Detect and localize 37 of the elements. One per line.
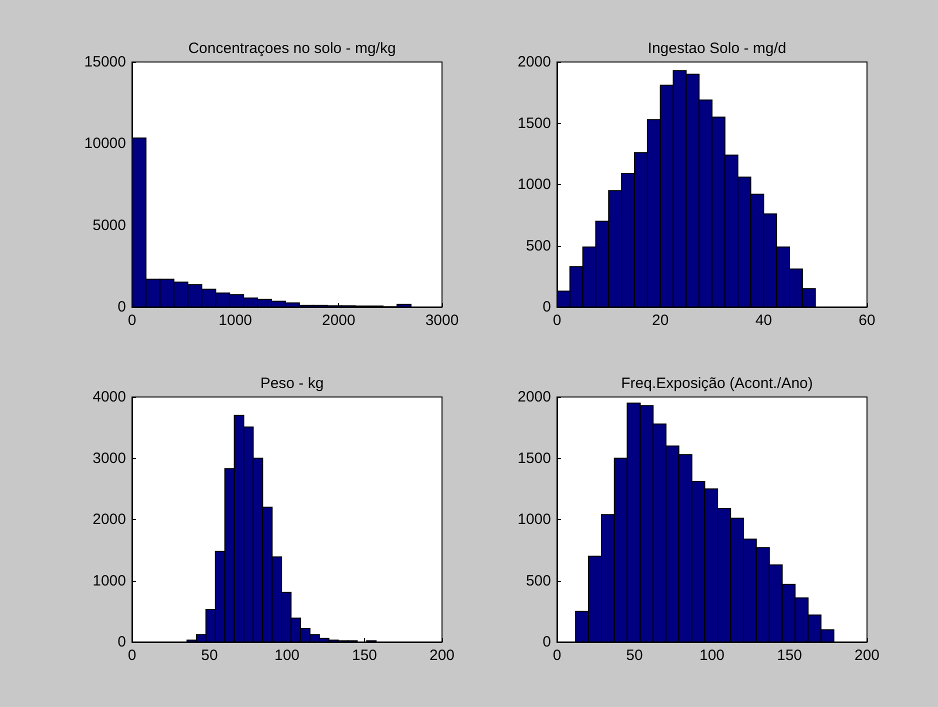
y-tick-label: 1000: [518, 176, 551, 193]
y-tick-label: 1500: [518, 114, 551, 132]
x-tick-label: 50: [201, 647, 218, 664]
y-tick-label: 2000: [92, 511, 126, 528]
x-tick-label: 150: [776, 647, 802, 664]
chart-title: Freq.Exposição (Acont./Ano): [621, 375, 813, 392]
y-tick-label: 1500: [518, 450, 551, 467]
x-tick-label: 200: [854, 647, 880, 664]
x-tick-label: 100: [274, 647, 300, 664]
y-tick-label: 10000: [84, 135, 126, 152]
x-tick-label: 1000: [218, 312, 252, 329]
x-tick-label: 50: [626, 647, 643, 664]
x-tick-label: 40: [755, 312, 772, 329]
y-tick-label: 500: [526, 237, 551, 254]
y-tick-label: 0: [542, 634, 551, 650]
y-tick-label: 0: [542, 298, 551, 316]
y-tick-label: 0: [118, 298, 126, 316]
chart-title: Concentraçoes no solo - mg/kg: [188, 40, 396, 57]
x-tick-label: 20: [652, 312, 669, 329]
y-tick-label: 1000: [518, 511, 551, 528]
y-tick-label: 15000: [84, 54, 126, 70]
chart-title: Peso - kg: [260, 375, 324, 392]
x-tick-label: 60: [858, 312, 876, 329]
y-tick-label: 2000: [518, 388, 551, 406]
x-tick-label: 200: [429, 647, 455, 664]
x-tick-label: 150: [352, 647, 378, 664]
y-tick-label: 2000: [518, 54, 551, 70]
y-tick-label: 500: [526, 572, 551, 590]
x-tick-label: 3000: [425, 312, 459, 329]
y-tick-label: 4000: [92, 388, 126, 406]
y-tick-label: 5000: [92, 216, 126, 234]
y-tick-label: 3000: [92, 450, 126, 467]
chart-title: Ingestao Solo - mg/d: [648, 40, 786, 57]
y-tick-label: 1000: [92, 572, 126, 590]
y-tick-label: 0: [118, 634, 126, 650]
x-tick-label: 2000: [322, 312, 356, 329]
x-tick-label: 100: [699, 647, 725, 664]
